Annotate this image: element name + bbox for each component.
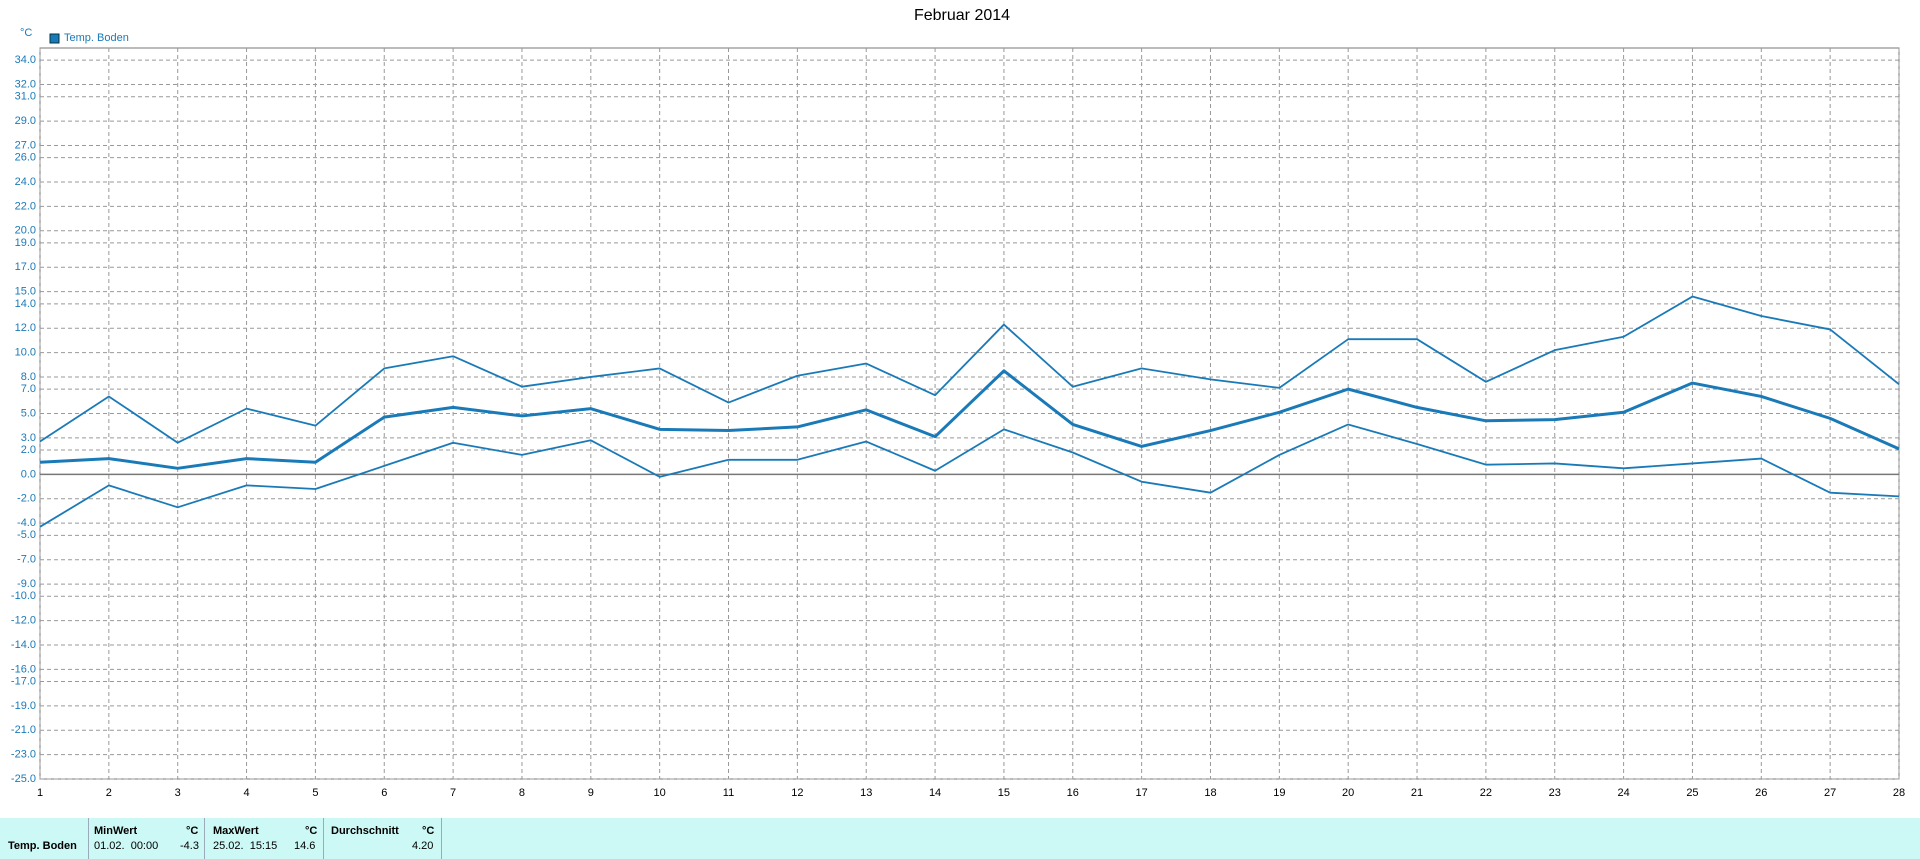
x-tick-label: 22 [1480, 787, 1492, 799]
y-tick-label: -21.0 [11, 724, 36, 736]
chart-title: Februar 2014 [914, 7, 1010, 24]
x-tick-label: 18 [1204, 787, 1216, 799]
y-unit: °C [20, 27, 32, 39]
y-tick-label: 24.0 [15, 176, 36, 188]
separator [204, 818, 205, 859]
x-tick-label: 3 [175, 787, 181, 799]
x-tick-label: 20 [1342, 787, 1354, 799]
y-tick-label: -19.0 [11, 700, 36, 712]
separator [88, 818, 89, 859]
x-tick-label: 24 [1617, 787, 1629, 799]
y-tick-label: 29.0 [15, 115, 36, 127]
x-tick-label: 12 [791, 787, 803, 799]
row-label: Temp. Boden [8, 840, 77, 852]
x-tick-label: 7 [450, 787, 456, 799]
x-tick-label: 13 [860, 787, 872, 799]
y-tick-label: -5.0 [17, 529, 36, 541]
x-tick-label: 5 [312, 787, 318, 799]
y-tick-label: -25.0 [11, 773, 36, 785]
separator [323, 818, 324, 859]
x-tick-label: 17 [1136, 787, 1148, 799]
x-tick-label: 23 [1549, 787, 1561, 799]
y-tick-label: 8.0 [21, 371, 36, 383]
avg-value: 4.20 [412, 840, 434, 852]
x-tick-label: 28 [1893, 787, 1905, 799]
y-tick-label: 5.0 [21, 407, 36, 419]
y-tick-label: -4.0 [17, 517, 36, 529]
x-tick-label: 9 [588, 787, 594, 799]
y-tick-label: -9.0 [17, 578, 36, 590]
y-tick-label: 0.0 [21, 468, 36, 480]
max-unit: °C [305, 825, 318, 837]
series-line [39, 423, 1900, 528]
series-line [39, 295, 1900, 444]
min-unit: °C [186, 825, 199, 837]
y-tick-label: -16.0 [11, 663, 36, 675]
max-time: 25.02. 15:15 [213, 840, 278, 852]
avg-header: Durchschnitt [331, 825, 399, 837]
x-tick-label: 14 [929, 787, 941, 799]
x-tick-label: 15 [998, 787, 1010, 799]
avg-unit: °C [422, 825, 435, 837]
series-line [39, 369, 1900, 470]
y-tick-label: 2.0 [21, 444, 36, 456]
y-tick-label: -2.0 [17, 493, 36, 505]
x-tick-label: 11 [723, 787, 734, 799]
x-tick-label: 2 [106, 787, 112, 799]
y-tick-label: 17.0 [15, 261, 36, 273]
min-header: MinWert [94, 825, 138, 837]
x-tick-label: 16 [1067, 787, 1079, 799]
y-tick-label: 27.0 [15, 139, 36, 151]
min-value: -4.3 [180, 840, 199, 852]
y-tick-label: 19.0 [15, 237, 36, 249]
max-header: MaxWert [213, 825, 259, 837]
y-tick-label: -17.0 [11, 675, 36, 687]
y-tick-label: -14.0 [11, 639, 36, 651]
x-tick-label: 27 [1824, 787, 1836, 799]
chart: Februar 2014 °C 34.032.031.029.027.026.0… [11, 7, 1905, 799]
y-tick-label: 12.0 [15, 322, 36, 334]
y-tick-label: 31.0 [15, 91, 36, 103]
x-tick-label: 10 [654, 787, 666, 799]
y-tick-label: -10.0 [11, 590, 36, 602]
y-tick-label: 14.0 [15, 298, 36, 310]
x-tick-label: 4 [243, 787, 249, 799]
y-tick-label: 26.0 [15, 152, 36, 164]
y-tick-label: 7.0 [21, 383, 36, 395]
y-tick-label: 34.0 [15, 54, 36, 66]
x-tick-label: 19 [1273, 787, 1285, 799]
legend-label: Temp. Boden [64, 32, 129, 44]
y-tick-label: 3.0 [21, 432, 36, 444]
y-tick-label: -7.0 [17, 554, 36, 566]
y-tick-label: 22.0 [15, 200, 36, 212]
x-tick-label: 25 [1686, 787, 1698, 799]
x-tick-label: 21 [1411, 787, 1423, 799]
min-time: 01.02. 00:00 [94, 840, 159, 852]
y-tick-label: 10.0 [15, 346, 36, 358]
legend-swatch [49, 33, 60, 44]
max-value: 14.6 [294, 840, 316, 852]
x-tick-label: 6 [381, 787, 387, 799]
x-tick-label: 26 [1755, 787, 1767, 799]
stats-panel: Temp. Boden MinWert °C 01.02. 00:00 -4.3… [0, 818, 1920, 859]
y-tick-label: 32.0 [15, 78, 36, 90]
y-tick-label: -23.0 [11, 749, 36, 761]
separator [441, 818, 442, 859]
y-tick-label: 15.0 [15, 286, 36, 298]
y-tick-label: -12.0 [11, 615, 36, 627]
y-tick-label: 20.0 [15, 225, 36, 237]
x-tick-label: 1 [37, 787, 43, 799]
x-tick-label: 8 [519, 787, 525, 799]
